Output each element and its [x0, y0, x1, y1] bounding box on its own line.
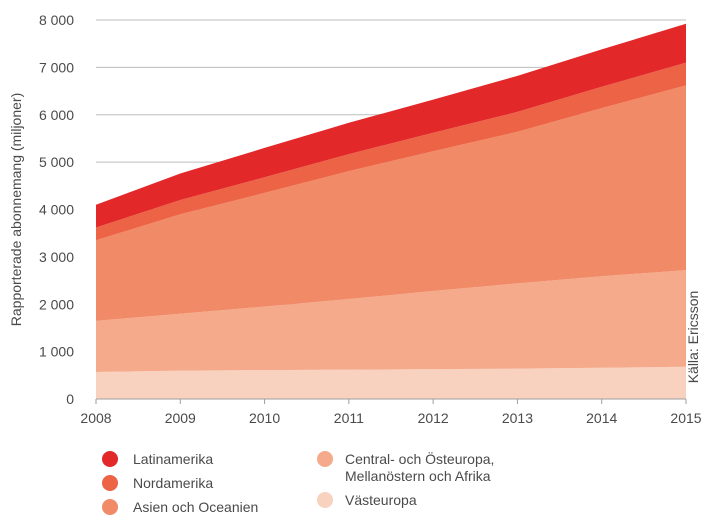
- legend-swatch: [102, 475, 118, 491]
- area-series-3: [96, 62, 686, 241]
- x-tick-label-3: 2011: [334, 410, 364, 426]
- legend: Latinamerika Nordamerika Asien och Oceanie…: [102, 450, 494, 515]
- legend-item-0-0: Latinamerika: [102, 451, 213, 467]
- legend-item-0-2: Asien och Oceanien: [102, 499, 258, 515]
- legend-label: Nordamerika: [133, 475, 213, 491]
- legend-label: Asien och Oceanien: [133, 499, 258, 515]
- y-tick-label-7: 7 000: [39, 59, 74, 75]
- legend-item-0-1: Nordamerika: [102, 475, 213, 491]
- y-axis-title: Rapporterade abonnemang (miljoner): [8, 93, 24, 326]
- y-tick-label-1: 1 000: [39, 344, 74, 360]
- area-series-4: [96, 23, 686, 228]
- y-tick-label-8: 8 000: [39, 12, 74, 28]
- x-tick-label-4: 2012: [418, 410, 449, 426]
- legend-swatch: [102, 499, 118, 515]
- y-axis-ticks: 0 1 000 2 000 3 000 4 000 5 000 6 000 7 000 8 00…: [39, 12, 74, 407]
- legend-label: Mellanöstern och Afrika: [345, 468, 491, 484]
- x-tick-label-0: 2008: [80, 410, 111, 426]
- legend-item-1-1: Västeuropa: [317, 492, 417, 508]
- y-tick-label-0: 0: [66, 391, 74, 407]
- legend-swatch: [102, 451, 118, 467]
- legend-swatch: [317, 451, 333, 467]
- area-series-1: [96, 270, 686, 372]
- legend-label: Latinamerika: [133, 451, 213, 467]
- y-tick-label-5: 5 000: [39, 154, 74, 170]
- x-tick-label-1: 2009: [165, 410, 196, 426]
- x-axis-ticks: 2008 2009 2010 2011 2012 2013 2014 2015: [80, 399, 702, 426]
- x-tick-label-2: 2010: [249, 410, 280, 426]
- x-tick-label-7: 2015: [670, 410, 701, 426]
- legend-label: Central- och Östeuropa,: [345, 450, 494, 467]
- series-areas: [96, 23, 686, 400]
- area-series-0: [96, 366, 686, 399]
- area-series-2: [96, 85, 686, 321]
- y-tick-label-4: 4 000: [39, 202, 74, 218]
- y-tick-label-6: 6 000: [39, 107, 74, 123]
- source-note: Källa: Ericsson: [685, 291, 701, 384]
- y-tick-label-2: 2 000: [39, 296, 74, 312]
- legend-swatch: [317, 492, 333, 508]
- legend-label: Västeuropa: [345, 492, 417, 508]
- x-tick-label-6: 2014: [586, 410, 617, 426]
- legend-item-1-0: Central- och Östeuropa,Mellanöstern och …: [317, 450, 494, 484]
- y-tick-label-3: 3 000: [39, 249, 74, 265]
- x-tick-label-5: 2013: [502, 410, 533, 426]
